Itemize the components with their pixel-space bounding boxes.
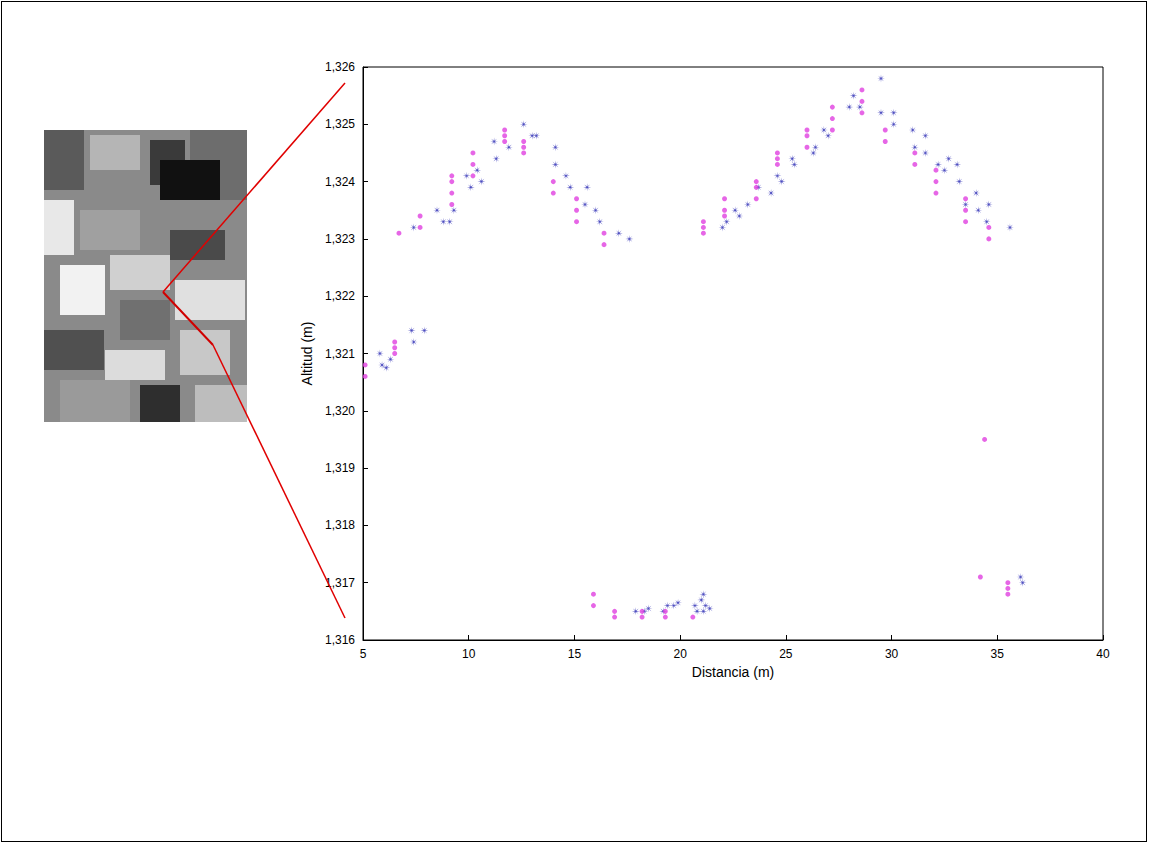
svg-text:1,316: 1,316 [325,633,355,647]
svg-text:1,323: 1,323 [325,232,355,246]
svg-text:1,321: 1,321 [325,347,355,361]
svg-text:35: 35 [991,647,1005,661]
svg-text:1,322: 1,322 [325,289,355,303]
svg-text:15: 15 [568,647,582,661]
svg-text:1,324: 1,324 [325,175,355,189]
svg-text:Altitud (m): Altitud (m) [299,322,315,386]
svg-text:20: 20 [673,647,687,661]
svg-text:30: 30 [885,647,899,661]
svg-text:1,317: 1,317 [325,576,355,590]
svg-text:1,319: 1,319 [325,461,355,475]
svg-text:1,325: 1,325 [325,117,355,131]
svg-text:5: 5 [360,647,367,661]
svg-text:1,326: 1,326 [325,60,355,74]
svg-text:40: 40 [1096,647,1110,661]
svg-text:Distancia (m): Distancia (m) [692,664,774,680]
svg-text:10: 10 [462,647,476,661]
svg-text:1,320: 1,320 [325,404,355,418]
svg-text:25: 25 [779,647,793,661]
svg-text:1,318: 1,318 [325,518,355,532]
